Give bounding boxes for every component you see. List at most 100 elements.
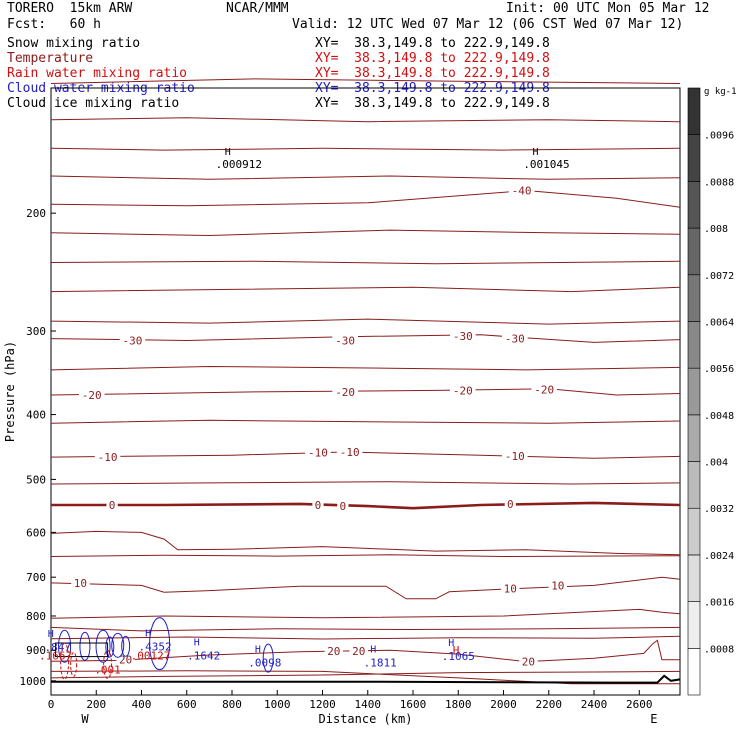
colorbar-swatch-11	[687, 134, 701, 182]
temperature-label-bg-0	[508, 184, 535, 197]
y-axis-label: Pressure (hPa)	[3, 341, 17, 442]
cloud-water-label-5: .1065	[442, 650, 475, 663]
x-tick-label-9: 1800	[445, 698, 472, 711]
colorbar-label-8: .0072	[704, 271, 734, 282]
temperature-label-21: 20	[352, 645, 365, 658]
legend-cloud-ice-name: Cloud ice mixing ratio	[7, 96, 180, 111]
isotherm-line-16	[50, 554, 681, 558]
isotherm-line-19	[50, 626, 681, 632]
temperature-label-4: -30	[505, 333, 525, 346]
cloud-water-contour-1	[79, 631, 91, 661]
cloud-water-contour-3	[105, 636, 115, 658]
legend-cloud-water-name: Cloud water mixing ratio	[7, 81, 195, 96]
temperature-label-6: -20	[335, 386, 355, 399]
temperature-label-16: 0	[507, 498, 514, 511]
isotherm-line-4	[50, 189, 681, 208]
cloud-water-contour-7	[262, 643, 274, 673]
snow-max-h-1: H	[533, 147, 539, 158]
temperature-label-8: -20	[534, 384, 554, 397]
temperature-label-bg-22	[519, 655, 538, 668]
temperature-label-9: -10	[98, 451, 118, 464]
isotherm-line-6	[50, 260, 681, 265]
x-tick-label-13: 2600	[626, 698, 653, 711]
temperature-label-bg-10	[305, 446, 331, 459]
temperature-label-19: 10	[551, 579, 564, 592]
y-tick-label-3: 500	[26, 473, 46, 486]
y-tick-label-7: 900	[26, 644, 46, 657]
x-tick-label-6: 1200	[309, 698, 336, 711]
colorbar-swatch-12	[687, 87, 701, 135]
isotherm-line-0	[50, 78, 681, 84]
isotherm-line-3	[50, 175, 681, 180]
x-tick-label-2: 400	[132, 698, 152, 711]
isotherm-line-7	[50, 286, 681, 293]
isotherm-line-5	[50, 229, 681, 237]
colorbar-label-7: .0064	[704, 317, 734, 328]
rain-label-0: .1667	[39, 649, 72, 662]
x-tick-label-11: 2200	[536, 698, 563, 711]
temperature-label-bg-18	[501, 582, 520, 595]
temperature-label-bg-9	[94, 451, 121, 464]
legend-snow-name: Snow mixing ratio	[7, 36, 141, 51]
rain-contour-1	[70, 651, 78, 677]
isotherm-lower-line	[50, 670, 680, 685]
x-axis-label: Distance (km)	[319, 712, 413, 726]
temperature-label-1: -30	[123, 335, 143, 348]
model-title: TORERO 15km ARW	[7, 1, 133, 16]
cloud-water-h-2: H	[194, 638, 200, 649]
x-tick-label-3: 600	[177, 698, 197, 711]
x-tick-label-0: 0	[48, 698, 55, 711]
temperature-label-bg-23	[116, 653, 135, 666]
rain-label-3: H	[453, 644, 460, 657]
cloud-water-contour-6	[149, 617, 171, 671]
temperature-label-bg-16	[504, 497, 516, 510]
cloud-water-h-4: H	[370, 645, 376, 656]
isotherm-line-11	[50, 388, 681, 396]
colorbar-label-2: .0024	[704, 551, 734, 562]
y-tick-label-5: 700	[26, 571, 46, 584]
temperature-label-bg-5	[78, 389, 105, 402]
temperature-label-14: 0	[315, 499, 322, 512]
colorbar-swatch-7	[687, 321, 701, 369]
rain-contour-2	[103, 649, 113, 679]
temperature-label-bg-8	[531, 383, 558, 396]
temperature-label-15: 0	[340, 500, 347, 513]
temperature-label-7: -20	[453, 384, 473, 397]
colorbar-label-11: .0096	[704, 131, 734, 142]
cloud-water-contour-0	[58, 629, 72, 663]
cloud-water-contour-4	[111, 632, 125, 658]
y-tick-label-8: 1000	[20, 675, 47, 688]
temperature-label-bg-2	[332, 334, 358, 347]
x-tick-label-10: 2000	[490, 698, 517, 711]
colorbar-swatch-0	[687, 648, 701, 696]
rain-label-2: .001	[94, 664, 121, 677]
colorbar-swatch-1	[687, 601, 701, 649]
colorbar-swatch-9	[687, 227, 701, 276]
colorbar-label-5: .0048	[704, 411, 734, 422]
colorbar-label-1: .0016	[704, 598, 734, 609]
isotherm-zero-line	[51, 501, 681, 510]
x-tick-label-8: 1600	[400, 698, 427, 711]
y-tick-label-1: 300	[26, 325, 46, 338]
isotherm-line-14	[50, 481, 681, 485]
temperature-label-10: -10	[308, 447, 328, 460]
y-tick-label-4: 600	[26, 526, 46, 539]
isotherm-line-1	[50, 117, 681, 123]
cloud-water-h-5: H	[448, 638, 454, 649]
x-tick-label-1: 200	[86, 698, 106, 711]
snow-max-h-0: H	[225, 147, 231, 158]
cloud-water-h-0: H	[48, 629, 54, 640]
temperature-label-17: 10	[74, 577, 87, 590]
org-title: NCAR/MMM	[226, 1, 289, 16]
isotherm-line-9	[50, 334, 681, 343]
temperature-label-0: -40	[512, 185, 532, 198]
cloud-water-label-2: .1642	[187, 650, 220, 663]
cloud-water-h-3: H	[255, 645, 261, 656]
y-tick-label-0: 200	[26, 207, 46, 220]
colorbar-label-4: .004	[704, 458, 728, 469]
cloud-water-label-1: .4352	[139, 641, 172, 654]
cloud-water-contour-2	[95, 629, 111, 663]
legend-cloud-ice-xy: XY= 38.3,149.8 to 222.9,149.8	[315, 96, 550, 111]
colorbar-label-10: .0088	[704, 177, 734, 188]
temperature-label-bg-14	[312, 498, 324, 511]
